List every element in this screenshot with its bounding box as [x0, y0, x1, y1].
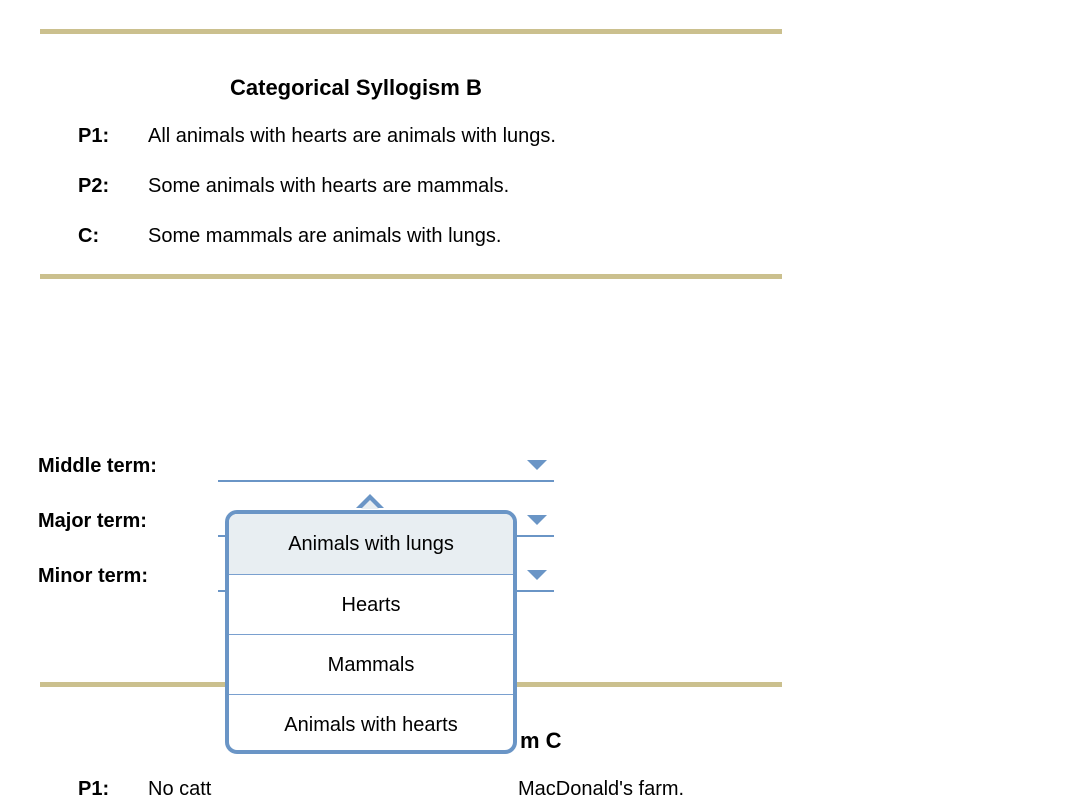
hr-top-b — [40, 29, 782, 34]
term-dropdown[interactable]: Animals with lungs Hearts Mammals Animal… — [225, 510, 517, 754]
p1-label: P1: — [78, 125, 109, 148]
c-text: Some mammals are animals with lungs. — [148, 225, 501, 248]
minor-term-chevron-icon[interactable] — [527, 570, 547, 580]
c-label: C: — [78, 225, 99, 248]
middle-term-label: Middle term: — [38, 455, 157, 478]
c-p1-text-left-fragment: No catt — [148, 778, 211, 801]
middle-term-chevron-icon[interactable] — [527, 460, 547, 470]
major-term-chevron-icon[interactable] — [527, 515, 547, 525]
page: Categorical Syllogism B P1: All animals … — [0, 0, 1088, 808]
dropdown-option-2[interactable]: Mammals — [229, 634, 513, 694]
c-p1-label: P1: — [78, 778, 109, 801]
p2-label: P2: — [78, 175, 109, 198]
p2-text: Some animals with hearts are mammals. — [148, 175, 509, 198]
minor-term-label: Minor term: — [38, 565, 148, 588]
syllogism-b-title: Categorical Syllogism B — [230, 75, 482, 101]
dropdown-option-0[interactable]: Animals with lungs — [229, 514, 513, 574]
syllogism-c-title-fragment: m C — [520, 728, 562, 754]
dropdown-pointer-inner — [361, 500, 379, 509]
major-term-label: Major term: — [38, 510, 147, 533]
c-p1-text-right-fragment: MacDonald's farm. — [518, 778, 684, 801]
p1-text: All animals with hearts are animals with… — [148, 125, 556, 148]
hr-bottom-b — [40, 274, 782, 279]
dropdown-option-1[interactable]: Hearts — [229, 574, 513, 634]
dropdown-option-3[interactable]: Animals with hearts — [229, 694, 513, 754]
middle-term-input-line[interactable] — [218, 480, 554, 482]
